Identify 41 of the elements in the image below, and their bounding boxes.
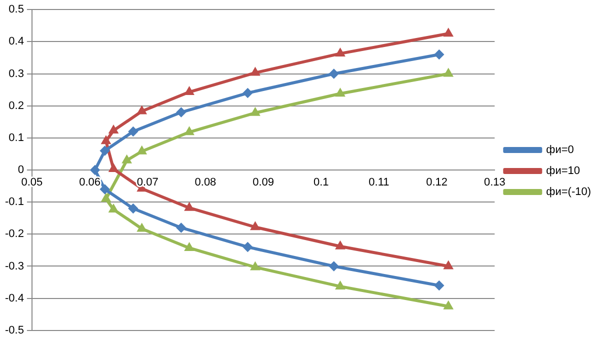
point [243, 242, 252, 252]
y-tick-label: 0.4 [8, 36, 24, 48]
point [100, 146, 110, 156]
point [128, 204, 138, 213]
x-tick-label: 0.12 [426, 176, 448, 189]
point [336, 282, 344, 290]
point [109, 204, 118, 212]
point [128, 127, 138, 136]
point [243, 88, 252, 98]
y-tick-label: 0.3 [8, 68, 24, 80]
point [329, 262, 338, 271]
y-tick-label: 0 [18, 164, 24, 176]
y-tick-label: -0.5 [4, 324, 24, 336]
point [329, 69, 338, 78]
x-tick-label: 0.1 [313, 176, 329, 189]
y-tick-label: 0.2 [8, 100, 24, 112]
x-tick-label: 0.07 [136, 176, 158, 189]
y-tick-label: 0.5 [8, 4, 24, 16]
point [176, 108, 186, 117]
y-tick-label: -0.2 [4, 228, 24, 240]
y-tick-label: -0.4 [4, 292, 24, 304]
point [100, 184, 110, 194]
point [434, 280, 444, 290]
point [90, 166, 100, 174]
x-tick-label: 0.09 [252, 176, 274, 189]
x-tick-label: 0.13 [484, 176, 506, 189]
x-tick-label: 0.05 [21, 176, 43, 189]
point [102, 194, 110, 202]
legend-label: фи=(-10) [546, 186, 591, 198]
x-tick-label: 0.11 [368, 176, 390, 189]
y-tick-label: -0.3 [4, 260, 24, 272]
legend-label: фи=10 [546, 165, 580, 178]
x-tick-label: 0.08 [194, 176, 216, 189]
point [176, 223, 186, 232]
point [185, 243, 194, 251]
x-tick-label: 0.06 [79, 176, 101, 189]
point [434, 50, 444, 60]
point [185, 203, 194, 211]
y-tick-label: 0.1 [8, 132, 24, 144]
legend-label: фи=0 [546, 144, 574, 156]
y-tick-label: -0.1 [4, 196, 24, 208]
